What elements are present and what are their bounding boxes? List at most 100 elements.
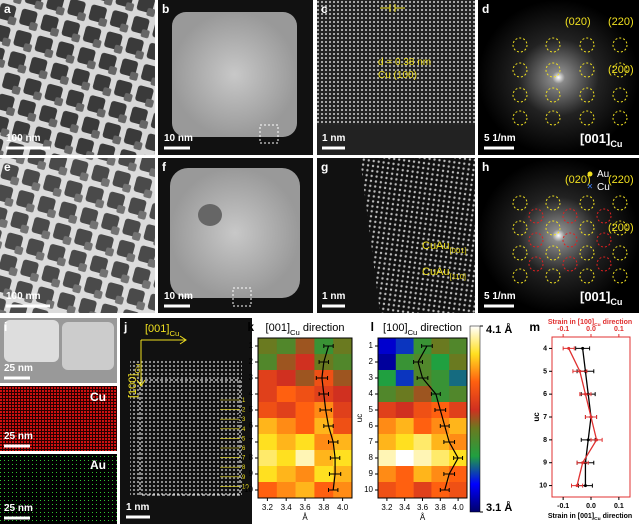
spot-ring — [512, 220, 528, 236]
subscript: [110] — [450, 272, 467, 281]
heatmap-cell — [378, 434, 397, 451]
text-part: -0.1 — [557, 503, 569, 510]
error-bar — [318, 360, 329, 364]
heatmap-cell — [378, 370, 397, 387]
scale-label: 100 nm — [6, 133, 41, 144]
x-tick-label: 4.0 — [337, 503, 349, 512]
spot-ring — [612, 37, 628, 53]
spot-ring — [545, 245, 561, 261]
y-tick-label: 5 — [249, 405, 254, 414]
subscript: Cu — [610, 297, 622, 307]
spot-ring — [579, 245, 595, 261]
uc-label: 6 — [242, 446, 246, 452]
y-axis-label: uc — [235, 414, 244, 422]
subscript: Cu — [594, 322, 601, 328]
uc-label: 9 — [242, 474, 246, 480]
text-part: 7 — [543, 414, 547, 421]
panel-letter: l — [371, 320, 374, 334]
heatmap-cell — [276, 354, 296, 371]
heatmap-cell — [395, 386, 414, 403]
text-part: Strain in [100] — [548, 319, 594, 326]
phase-label: CuAu[001] — [422, 240, 467, 255]
panel-letter: k — [247, 320, 254, 334]
heatmap-cell — [295, 450, 315, 467]
heatmap-cell — [431, 434, 450, 451]
x2-tick-label: 0.0 — [586, 326, 596, 333]
heatmap-cell — [395, 354, 414, 371]
text-part: 5 — [242, 436, 246, 442]
axis-title: [100]Cu direction — [383, 322, 462, 337]
text-part: Å — [420, 513, 426, 522]
spot-ring — [579, 268, 595, 284]
heatmap-cell — [449, 370, 468, 387]
heatmap-cell — [413, 386, 432, 403]
panel-letter: g — [321, 160, 328, 174]
error-bar — [328, 472, 342, 476]
error-bar — [439, 424, 450, 428]
x-tick-label: -0.1 — [557, 503, 569, 510]
error-bar — [439, 488, 450, 492]
fft-spots — [512, 37, 628, 284]
spot-ring — [612, 62, 628, 78]
text-part: 2 — [369, 357, 374, 366]
spot-ring — [612, 268, 628, 284]
spot-ring — [512, 37, 528, 53]
scale-label: 5 1/nm — [484, 133, 516, 144]
panel-letter: m — [529, 320, 540, 334]
scale-label: 1 nm — [322, 133, 345, 144]
y-tick-label: 2 — [249, 357, 254, 366]
panel-letter: e — [4, 160, 11, 174]
spot-ring — [596, 208, 612, 224]
text-part: (020) — [565, 174, 591, 186]
heatmap-cell — [413, 418, 432, 435]
legend-label: Cu — [597, 182, 610, 193]
spot-ring — [562, 232, 578, 248]
y-tick-label: 6 — [369, 421, 374, 430]
heatmap-cell — [413, 402, 432, 419]
heatmap-cell — [449, 434, 468, 451]
y-tick-label: 3 — [249, 373, 254, 382]
text-part: 10 — [539, 482, 547, 489]
error-bar — [434, 408, 447, 412]
heatmap-cell — [395, 370, 414, 387]
text-part: 4.0 — [453, 503, 465, 512]
panel-letter: a — [4, 2, 11, 16]
text-part: e — [4, 160, 11, 174]
heatmap-cell — [395, 434, 414, 451]
spot-ring — [596, 232, 612, 248]
text-part: 0.0 — [586, 326, 596, 333]
text-part: 8 — [249, 453, 254, 462]
spot-ring — [562, 208, 578, 224]
heatmap-cell — [449, 418, 468, 435]
text-part: 1 nm — [322, 133, 345, 144]
text-part: 3.6 — [299, 503, 311, 512]
heatmap-cell — [333, 402, 353, 419]
y-tick-label: 9 — [543, 460, 547, 467]
legend-dot — [587, 171, 593, 177]
heatmap-cell — [276, 338, 296, 355]
text-part: 3.2 — [262, 503, 274, 512]
x-tick-label: 3.8 — [318, 503, 330, 512]
y-tick-label: 9 — [369, 469, 374, 478]
spot-ring — [612, 195, 628, 211]
heatmap-cell — [449, 338, 468, 355]
x-axis-label: Å — [420, 513, 426, 522]
text-part: f — [162, 160, 167, 174]
bottom-axis-label: Strain in [001]Cu direction — [548, 513, 632, 522]
text-part: uc — [235, 414, 244, 422]
subscript: Cu — [290, 328, 300, 337]
x-axis-label: Å — [302, 513, 308, 522]
text-part: 10 nm — [164, 291, 193, 302]
spot-ring — [545, 195, 561, 211]
spot-ring — [512, 62, 528, 78]
x-tick-label: 3.4 — [399, 503, 411, 512]
text-part: (220) — [608, 174, 634, 186]
x-tick-label: 3.8 — [435, 503, 447, 512]
heatmap-cell — [449, 466, 468, 483]
error-bar — [315, 376, 329, 380]
colorbar-label: 3.1 Å — [486, 501, 512, 514]
spot-ring — [512, 195, 528, 211]
spot-ring — [528, 256, 544, 272]
heatmap-cell — [295, 418, 315, 435]
text-part: [001] — [580, 289, 610, 304]
